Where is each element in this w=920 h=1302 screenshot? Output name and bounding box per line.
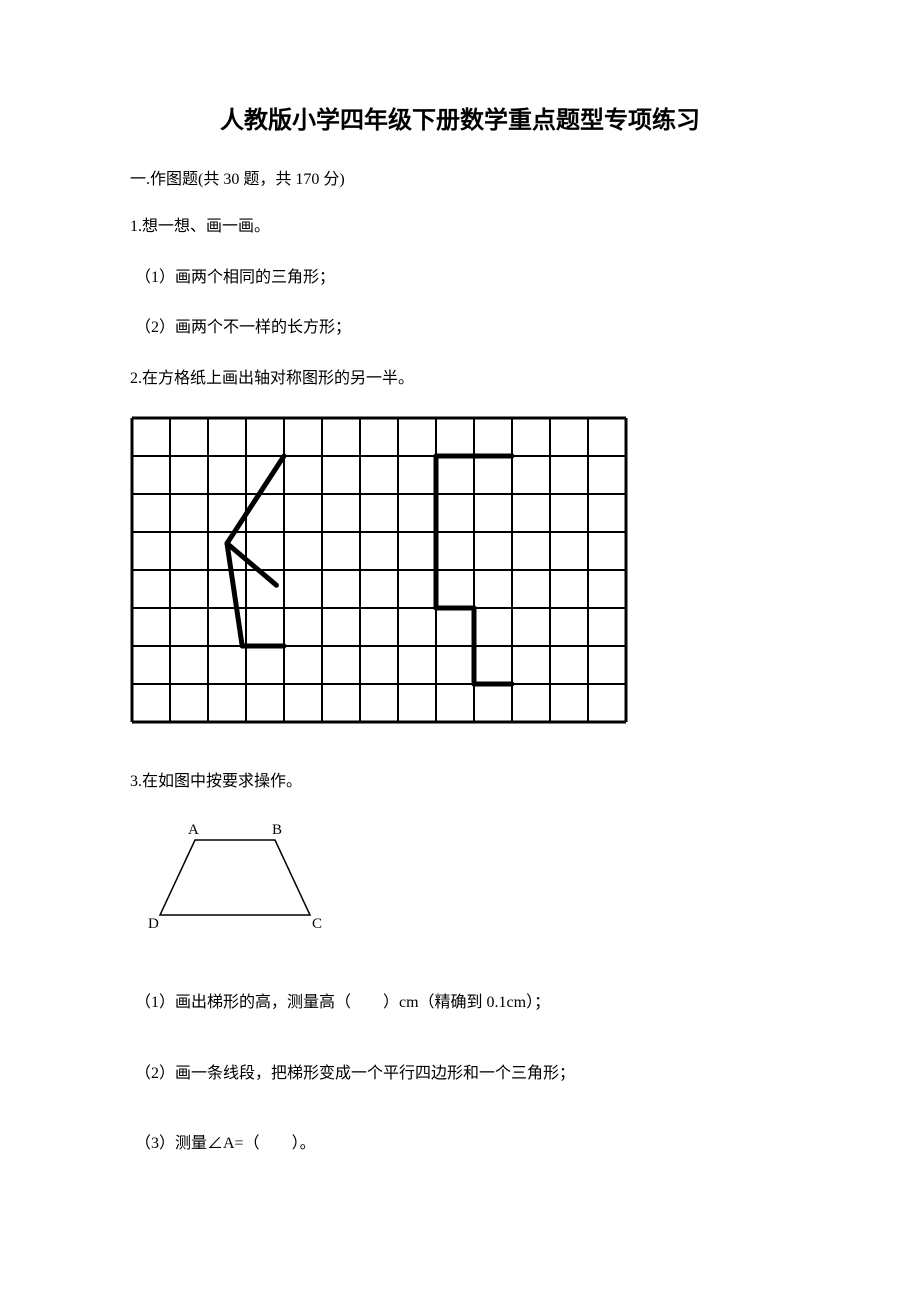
trapezoid-svg: A B C D (140, 820, 340, 940)
question-1-sub2: （2）画两个不一样的长方形； (135, 315, 790, 341)
page-title: 人教版小学四年级下册数学重点题型专项练习 (130, 100, 790, 135)
question-3-sub2: （2）画一条线段，把梯形变成一个平行四边形和一个三角形； (135, 1061, 790, 1087)
svg-text:B: B (272, 822, 282, 838)
question-3: 3.在如图中按要求操作。 (130, 769, 790, 795)
question-3-sub3: （3）测量∠A=（ ）。 (135, 1131, 790, 1157)
grid-svg (130, 416, 628, 724)
trapezoid-figure: A B C D (140, 820, 790, 945)
svg-text:D: D (148, 916, 159, 932)
question-1: 1.想一想、画一画。 (130, 214, 790, 240)
grid-figure (130, 416, 790, 729)
svg-text:C: C (312, 916, 322, 932)
question-3-sub1: （1）画出梯形的高，测量高（ ）cm（精确到 0.1cm）； (135, 990, 790, 1016)
question-1-sub1: （1）画两个相同的三角形； (135, 265, 790, 291)
question-2: 2.在方格纸上画出轴对称图形的另一半。 (130, 366, 790, 392)
section-header: 一.作图题(共 30 题，共 170 分) (130, 165, 790, 189)
svg-text:A: A (188, 822, 199, 838)
